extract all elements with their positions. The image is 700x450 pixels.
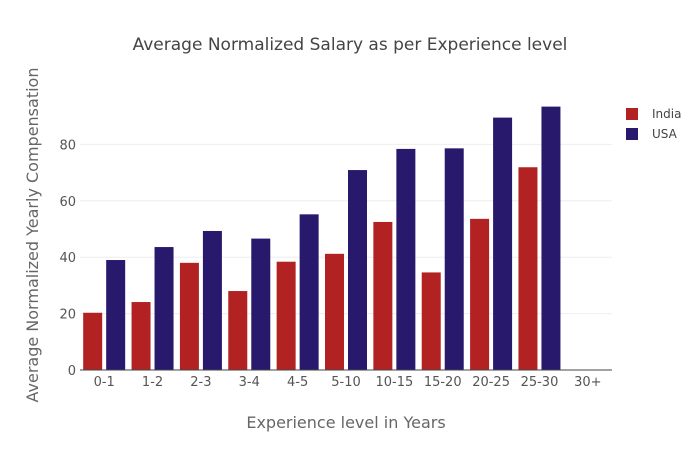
legend: India USA	[626, 107, 681, 141]
y-tick-label: 0	[68, 364, 76, 379]
bar-india-4-5	[276, 261, 296, 370]
x-tick-label: 25-30	[521, 375, 559, 390]
bar-usa-5-10	[348, 170, 367, 370]
legend-swatch-india	[626, 108, 638, 120]
bar-india-20-25	[470, 218, 490, 370]
legend-swatch-usa	[626, 128, 638, 140]
y-tick-label: 20	[59, 308, 76, 323]
bar-india-3-4	[228, 291, 248, 370]
bar-usa-4-5	[299, 214, 319, 370]
bar-usa-10-15	[396, 148, 416, 370]
bar-india-15-20	[421, 272, 441, 370]
y-tick-label: 60	[59, 195, 76, 210]
x-tick-labels: 0-1 1-2 2-3 3-4 4-5 5-10 10-15 15-20 20-25 25-30 3…	[94, 375, 602, 390]
bar-india-25-30	[518, 167, 538, 370]
bars	[83, 106, 561, 370]
y-axis-title: Average Normalized Yearly Compensation	[23, 68, 42, 403]
x-tick-label: 20-25	[472, 375, 510, 390]
y-tick-label: 40	[59, 251, 76, 266]
legend-label-india: India	[652, 107, 681, 121]
x-tick-label: 1-2	[142, 375, 163, 390]
x-tick-label: 15-20	[424, 375, 462, 390]
bar-usa-15-20	[444, 148, 464, 370]
bar-usa-3-4	[251, 238, 271, 370]
y-tick-labels: 0 20 40 60 80	[59, 138, 76, 379]
x-tick-label: 30+	[574, 375, 601, 390]
bar-usa-1-2	[154, 247, 174, 370]
bar-usa-2-3	[202, 230, 222, 370]
x-tick-label: 5-10	[331, 375, 361, 390]
bar-usa-25-30	[541, 106, 561, 370]
y-tick-label: 80	[59, 138, 76, 153]
bar-india-10-15	[373, 221, 393, 370]
bar-usa-20-25	[493, 117, 513, 370]
x-tick-label: 0-1	[94, 375, 115, 390]
legend-label-usa: USA	[652, 127, 678, 141]
x-tick-label: 3-4	[239, 375, 260, 390]
bar-india-0-1	[83, 312, 103, 370]
x-axis-title: Experience level in Years	[246, 413, 445, 432]
bar-india-2-3	[179, 262, 199, 370]
x-tick-label: 2-3	[190, 375, 211, 390]
bar-india-1-2	[131, 302, 151, 370]
bar-usa-0-1	[106, 260, 126, 370]
x-tick-label: 10-15	[375, 375, 413, 390]
chart-title: Average Normalized Salary as per Experie…	[133, 35, 568, 55]
x-tick-label: 4-5	[287, 375, 308, 390]
bar-india-5-10	[325, 253, 344, 370]
